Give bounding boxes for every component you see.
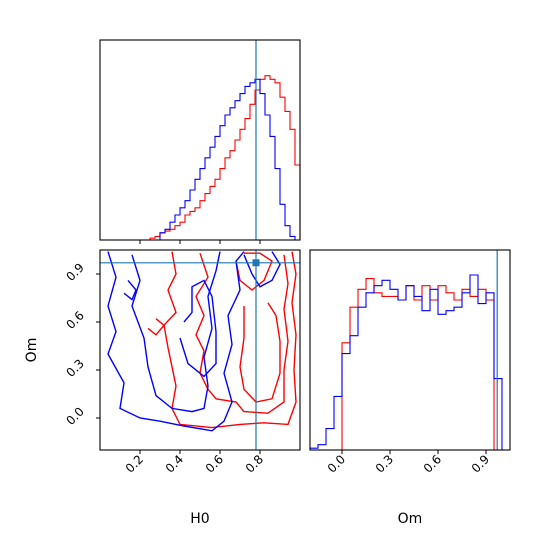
contour-xtick-label: 0.6 xyxy=(203,452,226,475)
contour-xtick-label: 0.8 xyxy=(243,452,266,475)
contour-blue-level xyxy=(123,279,137,301)
contour-blue-level xyxy=(107,251,245,432)
contour-red-level xyxy=(195,252,289,414)
hist-om-blue-step xyxy=(309,274,510,451)
contour-panel: 0.2 0.4 0.6 0.8 0.0 0.3 0.6 0.9 H0 Om xyxy=(24,249,301,527)
hist-om-red-step xyxy=(310,278,510,451)
contour-truth-marker xyxy=(252,259,260,267)
hist-h0-frame xyxy=(99,39,301,241)
contour-blue-level xyxy=(131,251,221,413)
hist-h0-blue-step xyxy=(100,78,300,241)
contour-red-level xyxy=(239,302,281,403)
hist-h0-red-step xyxy=(100,75,301,241)
contour-ytick-label: 0.3 xyxy=(63,356,86,379)
contour-xtick-label: 0.4 xyxy=(163,452,186,475)
hist-h0-panel xyxy=(99,39,301,244)
contour-ytick-label: 0.9 xyxy=(63,260,86,283)
hist-om-xtick-label: 0.6 xyxy=(421,452,444,475)
contour-red-level xyxy=(163,251,297,429)
contour-blue-level xyxy=(179,279,217,378)
contour-ytick-label: 0.6 xyxy=(63,308,86,331)
hist-om-xtick-label: 0.9 xyxy=(469,452,492,475)
contour-xticks: 0.2 0.4 0.6 0.8 xyxy=(123,450,266,476)
hist-om-series xyxy=(309,274,510,451)
contour-red-level xyxy=(147,318,165,336)
contour-frame xyxy=(99,249,301,451)
contour-xtick-label: 0.2 xyxy=(123,452,146,475)
x-axis-label-om: Om xyxy=(398,511,423,527)
contour-lines xyxy=(107,251,297,432)
y-axis-label-om: Om xyxy=(24,338,40,363)
hist-om-panel: 0.0 0.3 0.6 0.9 Om xyxy=(309,249,511,527)
hist-h0-xticks xyxy=(139,240,261,244)
hist-h0-series xyxy=(100,75,301,241)
hist-om-xticks: 0.0 0.3 0.6 0.9 xyxy=(325,450,492,476)
contour-red-level xyxy=(235,252,273,291)
hist-om-xtick-label: 0.0 xyxy=(325,452,348,475)
x-axis-label-h0: H0 xyxy=(190,511,209,527)
hist-om-frame xyxy=(309,249,511,451)
contour-yticks: 0.0 0.3 0.6 0.9 xyxy=(63,260,100,428)
contour-ytick-label: 0.0 xyxy=(63,404,86,427)
hist-om-xtick-label: 0.3 xyxy=(373,452,396,475)
